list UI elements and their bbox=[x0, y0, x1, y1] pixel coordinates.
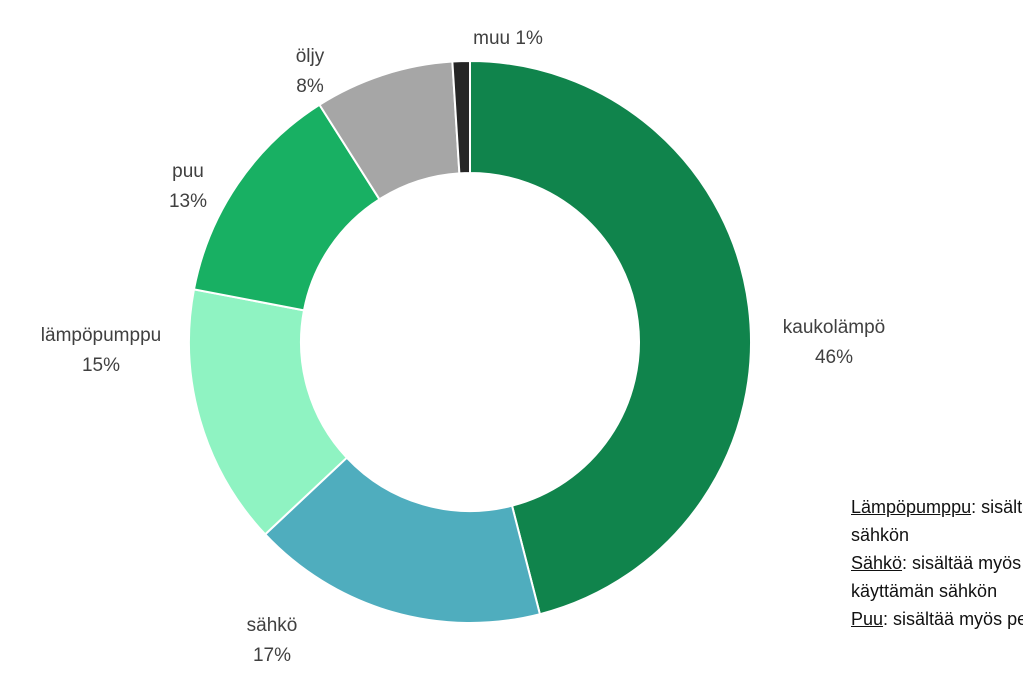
note-heat-pump-term: Lämpöpumppu bbox=[851, 497, 972, 517]
label-kaukolampo-value: 46% bbox=[814, 347, 854, 368]
note-electricity: Sähkö: sisältää myös suorasähkö- ja vara… bbox=[851, 549, 1023, 577]
label-puu: puu 13% bbox=[169, 157, 207, 217]
note-heat-pump: Lämpöpumppu: sisältää myös pumppujen käy… bbox=[851, 493, 1023, 521]
label-puu-value: 13% bbox=[168, 191, 208, 212]
slice-sahko bbox=[263, 456, 542, 624]
note-heat-pump-text: : sisältää myös pumppujen käyttämän bbox=[971, 497, 1023, 517]
label-lampopumppu-value: 15% bbox=[81, 355, 121, 376]
label-sahko-value: 17% bbox=[252, 645, 292, 666]
label-sahko: sähkö 17% bbox=[247, 611, 298, 671]
label-kaukolampo-name: kaukolämpö bbox=[782, 317, 886, 338]
chart-notes: Lämpöpumppu: sisältää myös pumppujen käy… bbox=[851, 493, 1023, 633]
slice-muu bbox=[451, 59, 471, 175]
note-wood-term: Puu bbox=[851, 609, 884, 629]
label-muu-value: 1% bbox=[515, 28, 543, 49]
label-oljy-value: 8% bbox=[296, 76, 324, 97]
note-electricity-term: Sähkö bbox=[851, 553, 903, 573]
slice-kaukolampo bbox=[469, 59, 752, 616]
label-lampopumppu-name: lämpöpumppu bbox=[40, 325, 162, 346]
label-puu-name: puu bbox=[172, 161, 204, 182]
note-heat-pump-cont: sähkön bbox=[851, 525, 910, 545]
label-oljy: öljy 8% bbox=[296, 42, 325, 102]
label-sahko-name: sähkö bbox=[246, 615, 298, 636]
note-electricity-cont: käyttämän sähkön bbox=[851, 581, 998, 601]
note-wood-text: : sisältää myös pelletit bbox=[883, 609, 1023, 629]
label-kaukolampo: kaukolämpö 46% bbox=[783, 313, 885, 373]
note-wood: Puu: sisältää myös pelletit bbox=[851, 605, 1023, 633]
label-oljy-name: öljy bbox=[295, 46, 325, 67]
label-muu-name: muu bbox=[473, 28, 511, 49]
note-electricity-text: : sisältää myös suorasähkö- ja varaavan … bbox=[902, 553, 1023, 573]
label-muu: muu 1% bbox=[473, 24, 543, 54]
label-lampopumppu: lämpöpumppu 15% bbox=[41, 321, 161, 381]
